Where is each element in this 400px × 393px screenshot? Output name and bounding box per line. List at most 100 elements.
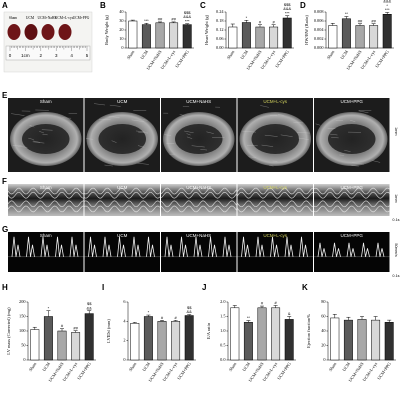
image-label: Sham	[40, 185, 52, 190]
echo-speckle	[344, 150, 351, 152]
echo-speckle	[164, 134, 172, 136]
x-tick-label: Sham	[126, 49, 136, 60]
echo-speckle	[186, 136, 193, 139]
mmode-trace	[160, 205, 237, 213]
panel-letter: E	[2, 91, 8, 100]
ruler-label: 1cm	[21, 53, 30, 58]
echo-speckle	[191, 145, 205, 148]
y-tick-label: 0.000	[314, 45, 324, 50]
y-tick-label: 4	[123, 318, 126, 323]
mmode-trace	[313, 191, 390, 199]
bar	[130, 323, 140, 361]
image-label: UCM+NaHS	[186, 99, 211, 104]
echo-speckle	[133, 110, 147, 111]
y-tick-label: 30	[119, 18, 123, 23]
heart	[7, 24, 21, 40]
mmode-trace	[237, 187, 314, 195]
y-axis-label: Ejection fraction%	[306, 314, 311, 348]
mmode-trace	[7, 205, 84, 213]
echo-speckle	[143, 119, 148, 121]
doppler-wave	[317, 242, 385, 257]
image-label: Sham	[40, 233, 52, 238]
significance-label: $$$	[284, 2, 291, 7]
photo-label: UCM	[26, 16, 35, 20]
echo-cavity	[328, 124, 376, 154]
significance-label: ***	[385, 7, 390, 12]
image-label: UCM+NaHS	[186, 233, 211, 238]
y-tick-label: 20	[321, 342, 325, 347]
y-axis-label: LV mass (Corrected) (mg)	[6, 307, 11, 355]
x-tick-label: UCM+PPG	[76, 361, 92, 380]
x-tick-label: UCM	[339, 49, 349, 60]
bar	[71, 332, 81, 361]
y-tick-label: 0.008	[314, 9, 324, 14]
bar	[230, 307, 240, 361]
significance-label: #	[174, 315, 177, 320]
echo-speckle	[85, 138, 94, 140]
panel-letter: A	[2, 1, 8, 10]
scale-label: 1mm	[394, 127, 398, 135]
y-tick-label: 1.0	[220, 328, 225, 333]
significance-label: &&	[187, 309, 193, 314]
significance-label: *	[386, 3, 388, 8]
bar	[357, 319, 367, 361]
mmode-trace	[313, 205, 390, 213]
image-label: Sham	[40, 99, 52, 104]
bar	[384, 322, 394, 361]
x-tick-label: UCM+PPG	[274, 49, 290, 68]
panel-letter: H	[2, 283, 8, 292]
doppler-wave	[164, 236, 232, 257]
bar	[341, 18, 351, 49]
y-tick-label: 6	[123, 299, 126, 304]
y-tick-label: 0	[323, 357, 325, 362]
significance-label: &&&	[383, 0, 391, 4]
echo-speckle	[41, 129, 53, 131]
doppler-wave	[88, 236, 155, 257]
heart	[41, 24, 55, 40]
y-tick-label: 1.5	[220, 313, 225, 318]
significance-label: ##	[171, 16, 176, 21]
mmode-trace	[84, 191, 161, 199]
y-tick-label: 0.24	[216, 9, 224, 14]
ruler	[5, 45, 91, 61]
bar	[228, 26, 238, 49]
y-tick-label: 0.0	[220, 357, 225, 362]
bar	[369, 25, 379, 49]
y-tick-label: 2	[123, 338, 125, 343]
y-tick-label: 0	[121, 45, 123, 50]
significance-label: ***	[285, 10, 290, 15]
photo-label: UCM+L-cys	[55, 16, 74, 20]
x-tick-label: Sham	[228, 361, 238, 372]
mmode-trace	[160, 191, 237, 199]
mmode-trace	[313, 187, 390, 195]
y-axis-label: LVIDd (mm)	[106, 319, 111, 343]
bar	[243, 322, 253, 361]
bar	[57, 330, 67, 361]
bar	[184, 315, 194, 361]
y-axis-label: Heart Weight (g)	[204, 14, 209, 45]
x-tick-label: UCM+PPG	[176, 361, 192, 380]
echo-speckle	[293, 121, 304, 124]
bar	[128, 20, 138, 49]
echo-speckle	[29, 125, 35, 128]
y-axis-label: Body Weight (g)	[104, 14, 109, 45]
echo-speckle	[351, 165, 359, 167]
x-tick-label: Sham	[128, 361, 138, 372]
echo-speckle	[206, 131, 214, 134]
y-tick-label: 200	[19, 299, 25, 304]
mmode-trace	[237, 205, 314, 213]
echo-speckle	[109, 104, 121, 107]
bar	[382, 14, 392, 49]
bar	[141, 24, 151, 49]
significance-label: ***	[144, 18, 149, 23]
echo-speckle	[260, 105, 269, 108]
y-axis-label: E/A ratio	[206, 322, 211, 339]
bar	[269, 26, 279, 49]
bar	[182, 24, 192, 49]
photo-label: UCM+NaHS	[38, 16, 57, 20]
y-tick-label: 2.0	[220, 299, 225, 304]
echo-speckle	[137, 162, 149, 165]
bar	[84, 313, 94, 361]
echo-speckle	[186, 133, 191, 136]
